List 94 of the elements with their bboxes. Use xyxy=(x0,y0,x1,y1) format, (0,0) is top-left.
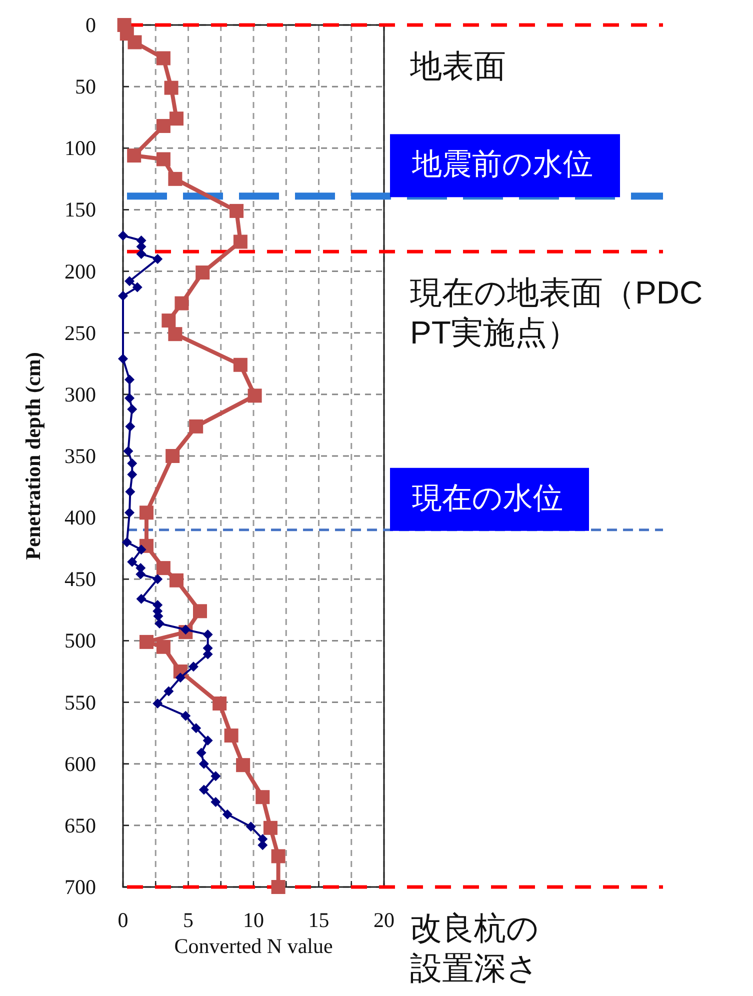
point xyxy=(198,784,209,795)
y-tick-label: 100 xyxy=(64,136,96,160)
y-tick-label: 0 xyxy=(86,13,96,37)
y-tick-label: 200 xyxy=(64,259,96,284)
point xyxy=(136,249,146,260)
y-tick-label: 500 xyxy=(64,628,96,653)
point xyxy=(164,80,178,95)
point xyxy=(188,662,198,672)
point xyxy=(222,809,232,820)
point xyxy=(170,573,184,588)
ref-line-label: 地震前の水位 xyxy=(411,148,593,182)
point xyxy=(233,234,248,249)
point xyxy=(128,35,142,50)
point xyxy=(192,604,207,618)
point xyxy=(271,849,286,864)
point xyxy=(156,152,170,166)
point xyxy=(170,112,184,126)
point xyxy=(139,634,154,649)
x-tick-label: 0 xyxy=(118,908,128,932)
point xyxy=(125,421,136,432)
point xyxy=(202,630,213,640)
point xyxy=(162,314,176,328)
point xyxy=(127,404,138,414)
point xyxy=(196,748,206,758)
point xyxy=(198,758,209,769)
point xyxy=(118,230,128,241)
x-tick-label: 5 xyxy=(183,908,194,932)
point xyxy=(127,148,142,163)
ref-line-label: 現在の地表面（PDCPT実施点） xyxy=(410,274,703,351)
point xyxy=(152,574,163,584)
point xyxy=(236,758,250,772)
point xyxy=(210,797,221,808)
point xyxy=(189,419,204,434)
y-tick-label: 450 xyxy=(64,567,96,592)
x-tick-label: 15 xyxy=(308,908,330,932)
x-tick-label: 10 xyxy=(243,908,264,932)
point xyxy=(246,822,256,832)
y-tick-label: 700 xyxy=(64,875,96,899)
y-tick-label: 150 xyxy=(64,198,96,222)
point xyxy=(168,327,182,342)
point xyxy=(124,374,135,385)
point xyxy=(139,506,154,520)
y-tick-label: 400 xyxy=(64,506,96,530)
point xyxy=(127,469,138,480)
y-tick-label: 350 xyxy=(64,444,96,468)
point xyxy=(175,672,186,683)
y-tick-label: 650 xyxy=(64,813,96,838)
point xyxy=(156,561,170,576)
point xyxy=(263,820,278,835)
ref-line-label: 改良杭の設置深さ xyxy=(410,910,539,986)
point xyxy=(123,446,134,456)
point xyxy=(152,698,163,709)
point xyxy=(132,282,142,292)
point xyxy=(118,290,128,301)
y-tick-label: 300 xyxy=(64,382,96,406)
y-tick-label: 550 xyxy=(64,690,96,714)
point xyxy=(152,254,163,264)
point xyxy=(168,172,182,186)
point xyxy=(118,354,128,364)
point xyxy=(174,296,189,310)
y-axis-title: Penetration depth (cm) xyxy=(21,352,45,560)
point xyxy=(212,696,227,711)
point xyxy=(127,458,138,468)
point xyxy=(271,880,286,894)
ref-line-label: 現在の水位 xyxy=(412,482,563,515)
x-tick-label: 20 xyxy=(374,908,394,932)
point xyxy=(248,388,262,403)
y-tick-label: 50 xyxy=(75,74,96,99)
point xyxy=(122,537,132,548)
point xyxy=(156,51,170,66)
x-axis-title: Converted N value xyxy=(174,934,333,958)
point xyxy=(124,508,135,518)
point xyxy=(166,449,180,463)
y-tick-label: 600 xyxy=(64,752,96,776)
point xyxy=(230,204,244,218)
point xyxy=(125,486,136,497)
point xyxy=(154,618,165,628)
point xyxy=(124,276,135,286)
point xyxy=(156,118,170,133)
point xyxy=(224,728,238,743)
point xyxy=(196,266,210,280)
point xyxy=(180,710,191,721)
ref-line-label: 地表面 xyxy=(409,48,506,84)
point xyxy=(191,723,202,734)
point xyxy=(164,686,174,696)
point xyxy=(127,556,138,567)
point xyxy=(202,735,213,746)
point xyxy=(256,790,270,804)
point xyxy=(233,358,248,372)
point xyxy=(124,393,135,404)
point xyxy=(136,594,146,604)
point xyxy=(156,640,170,654)
y-tick-label: 250 xyxy=(64,320,96,345)
point xyxy=(210,771,221,782)
